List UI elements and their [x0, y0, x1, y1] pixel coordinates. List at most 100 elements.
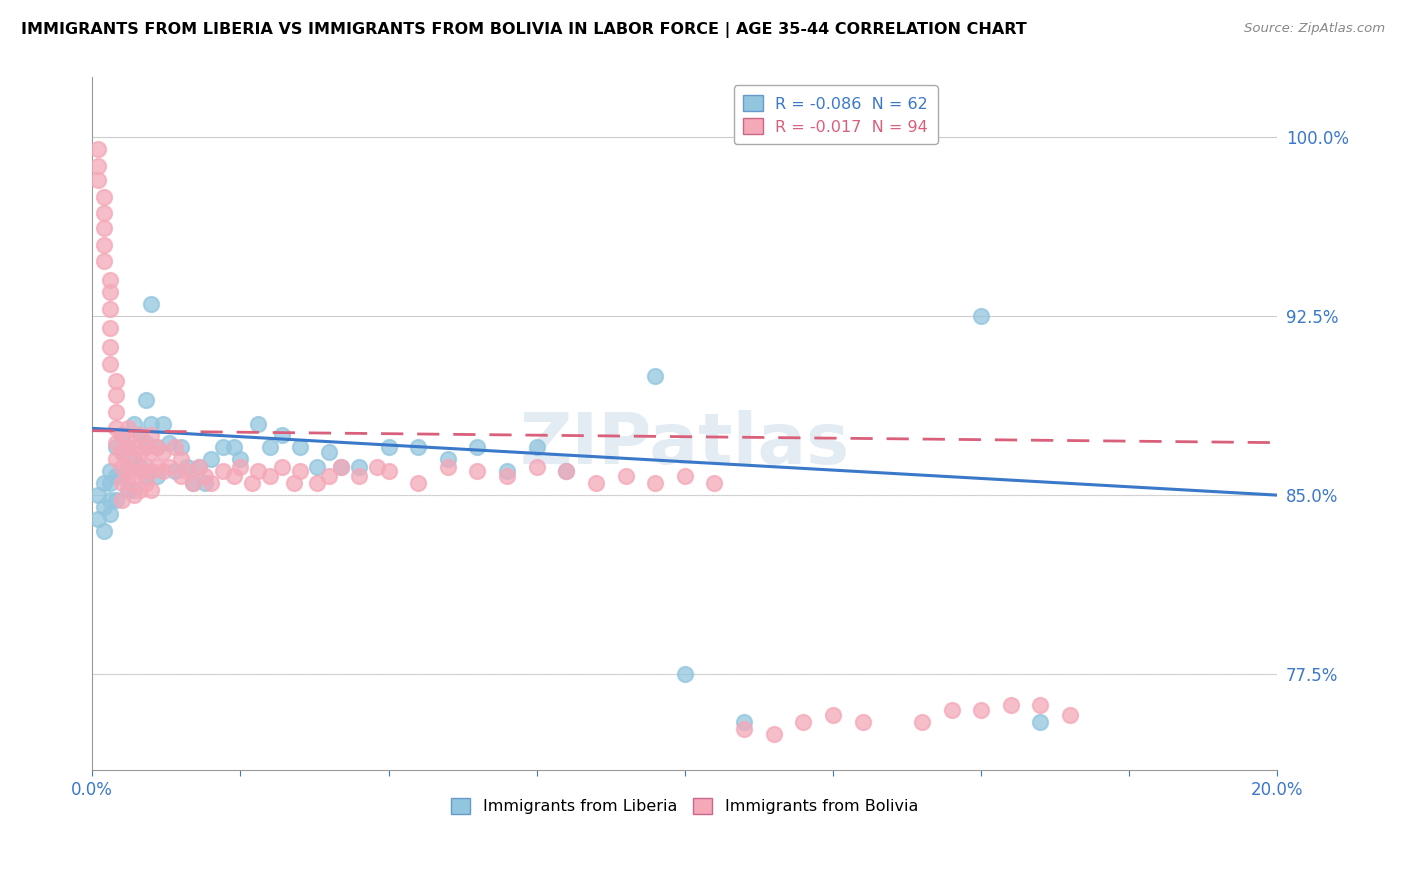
Point — [733, 722, 755, 736]
Point — [436, 452, 458, 467]
Point — [128, 483, 150, 498]
Point — [117, 459, 139, 474]
Point — [165, 441, 187, 455]
Point — [122, 469, 145, 483]
Point — [157, 459, 180, 474]
Point — [117, 441, 139, 455]
Point — [93, 476, 115, 491]
Point — [111, 428, 134, 442]
Point — [128, 464, 150, 478]
Point — [762, 727, 785, 741]
Point — [211, 464, 233, 478]
Point — [307, 459, 329, 474]
Point — [141, 445, 163, 459]
Point — [111, 459, 134, 474]
Point — [98, 464, 121, 478]
Point — [134, 459, 156, 474]
Point — [98, 301, 121, 316]
Point — [1029, 714, 1052, 729]
Point — [200, 452, 222, 467]
Point — [224, 441, 246, 455]
Point — [134, 469, 156, 483]
Point — [229, 452, 252, 467]
Point — [93, 220, 115, 235]
Point — [307, 476, 329, 491]
Point — [152, 445, 174, 459]
Point — [111, 492, 134, 507]
Point — [270, 428, 292, 442]
Point — [181, 476, 204, 491]
Point — [585, 476, 607, 491]
Point — [87, 488, 110, 502]
Point — [128, 428, 150, 442]
Point — [117, 483, 139, 498]
Point — [141, 464, 163, 478]
Point — [93, 254, 115, 268]
Point — [194, 469, 217, 483]
Point — [122, 417, 145, 431]
Point — [330, 459, 353, 474]
Point — [181, 476, 204, 491]
Point — [87, 173, 110, 187]
Point — [111, 476, 134, 491]
Point — [247, 464, 270, 478]
Point — [318, 445, 340, 459]
Point — [146, 469, 169, 483]
Point — [111, 469, 134, 483]
Point — [104, 374, 127, 388]
Point — [288, 464, 311, 478]
Point — [128, 459, 150, 474]
Point — [194, 476, 217, 491]
Point — [852, 714, 875, 729]
Point — [347, 469, 370, 483]
Point — [104, 388, 127, 402]
Point — [240, 476, 263, 491]
Point — [104, 421, 127, 435]
Point — [104, 469, 127, 483]
Point — [467, 441, 489, 455]
Point — [200, 476, 222, 491]
Point — [941, 703, 963, 717]
Point — [170, 452, 193, 467]
Point — [141, 483, 163, 498]
Point — [104, 492, 127, 507]
Point — [93, 524, 115, 538]
Point — [87, 512, 110, 526]
Point — [406, 476, 429, 491]
Point — [170, 469, 193, 483]
Point — [146, 459, 169, 474]
Point — [496, 469, 519, 483]
Point — [259, 441, 281, 455]
Point — [259, 469, 281, 483]
Point — [122, 435, 145, 450]
Point — [117, 421, 139, 435]
Point — [1059, 707, 1081, 722]
Point — [288, 441, 311, 455]
Point — [176, 459, 198, 474]
Point — [104, 404, 127, 418]
Point — [104, 435, 127, 450]
Point — [122, 488, 145, 502]
Point — [970, 703, 993, 717]
Point — [117, 459, 139, 474]
Point — [111, 445, 134, 459]
Point — [673, 469, 696, 483]
Point — [644, 368, 666, 383]
Point — [93, 206, 115, 220]
Point — [141, 428, 163, 442]
Point — [134, 476, 156, 491]
Point — [111, 428, 134, 442]
Point — [87, 142, 110, 156]
Point — [146, 441, 169, 455]
Point — [98, 321, 121, 335]
Point — [176, 464, 198, 478]
Point — [122, 483, 145, 498]
Point — [117, 441, 139, 455]
Point — [733, 714, 755, 729]
Point — [128, 428, 150, 442]
Point — [496, 464, 519, 478]
Point — [134, 435, 156, 450]
Point — [104, 452, 127, 467]
Point — [1000, 698, 1022, 713]
Point — [93, 500, 115, 514]
